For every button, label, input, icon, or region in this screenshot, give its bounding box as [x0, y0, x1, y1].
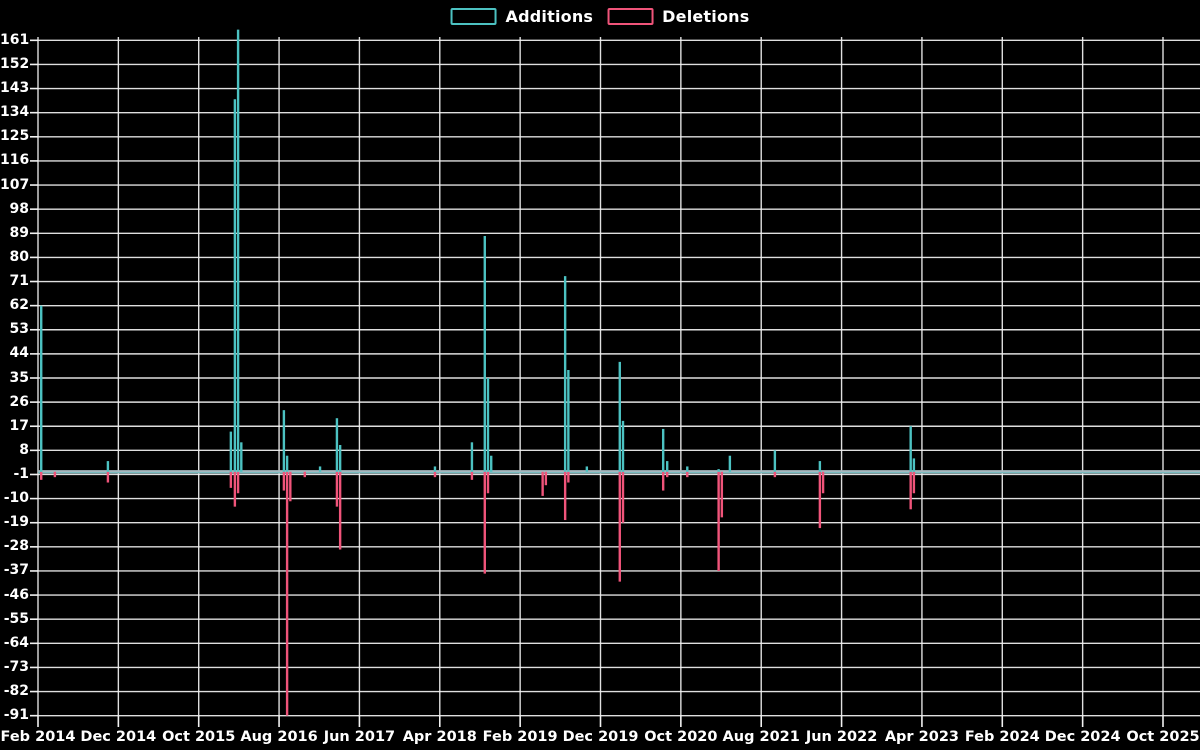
y-tick-label: 35 [9, 369, 29, 386]
x-tick-label: Feb 2019 [482, 729, 558, 745]
y-tick-label: 152 [0, 55, 30, 72]
legend-item-additions[interactable]: Additions [450, 7, 594, 26]
y-tick-label: 125 [0, 128, 30, 145]
y-tick-label: -10 [3, 490, 29, 507]
deletions-swatch-icon [607, 8, 654, 25]
y-tick-label: -64 [3, 634, 29, 651]
y-tick-label: 143 [0, 80, 30, 97]
x-tick-label: Aug 2016 [240, 729, 318, 745]
x-tick-label: Dec 2024 [1044, 729, 1121, 745]
x-tick-label: Oct 2025 [1126, 729, 1200, 745]
y-tick-label: -46 [3, 586, 29, 603]
y-tick-label: 89 [9, 224, 29, 241]
x-tick-label: Apr 2018 [402, 729, 477, 745]
y-tick-label: 134 [0, 104, 30, 121]
y-tick-label: 71 [9, 273, 29, 290]
additions-swatch-icon [450, 8, 497, 25]
y-tick-label: -82 [3, 683, 29, 700]
y-tick-label: 80 [9, 248, 29, 265]
legend-item-deletions[interactable]: Deletions [607, 7, 749, 26]
y-tick-label: 161 [0, 31, 30, 48]
y-tick-label: -1 [13, 465, 29, 482]
x-tick-label: Aug 2021 [722, 729, 800, 745]
legend-label-additions: Additions [505, 7, 594, 26]
legend-label-deletions: Deletions [662, 7, 750, 26]
y-tick-label: -55 [3, 610, 29, 627]
y-tick-label: 17 [9, 417, 29, 434]
y-tick-label: -19 [3, 514, 29, 531]
y-tick-label: 44 [9, 345, 29, 362]
y-tick-label: -91 [3, 707, 29, 724]
y-tick-label: -28 [3, 538, 29, 555]
y-tick-label: 107 [0, 176, 30, 193]
x-tick-label: Dec 2019 [562, 729, 639, 745]
x-tick-label: Feb 2014 [0, 729, 76, 745]
y-tick-label: 26 [9, 393, 29, 410]
chart-legend: Additions Deletions [450, 7, 750, 26]
x-tick-label: Apr 2023 [884, 729, 960, 745]
y-tick-label: 8 [19, 441, 29, 458]
y-tick-label: 62 [9, 297, 29, 314]
x-tick-label: Jun 2022 [805, 729, 878, 745]
x-tick-label: Oct 2020 [644, 729, 718, 745]
y-tick-label: -73 [3, 658, 29, 675]
y-tick-label: 116 [0, 152, 30, 169]
x-tick-label: Oct 2015 [162, 729, 236, 745]
y-tick-label: 53 [9, 321, 29, 338]
y-tick-label: -37 [3, 562, 29, 579]
y-tick-label: 98 [9, 200, 29, 217]
x-tick-label: Dec 2014 [80, 729, 157, 745]
x-tick-label: Jun 2017 [323, 729, 396, 745]
x-tick-label: Feb 2024 [964, 729, 1040, 745]
